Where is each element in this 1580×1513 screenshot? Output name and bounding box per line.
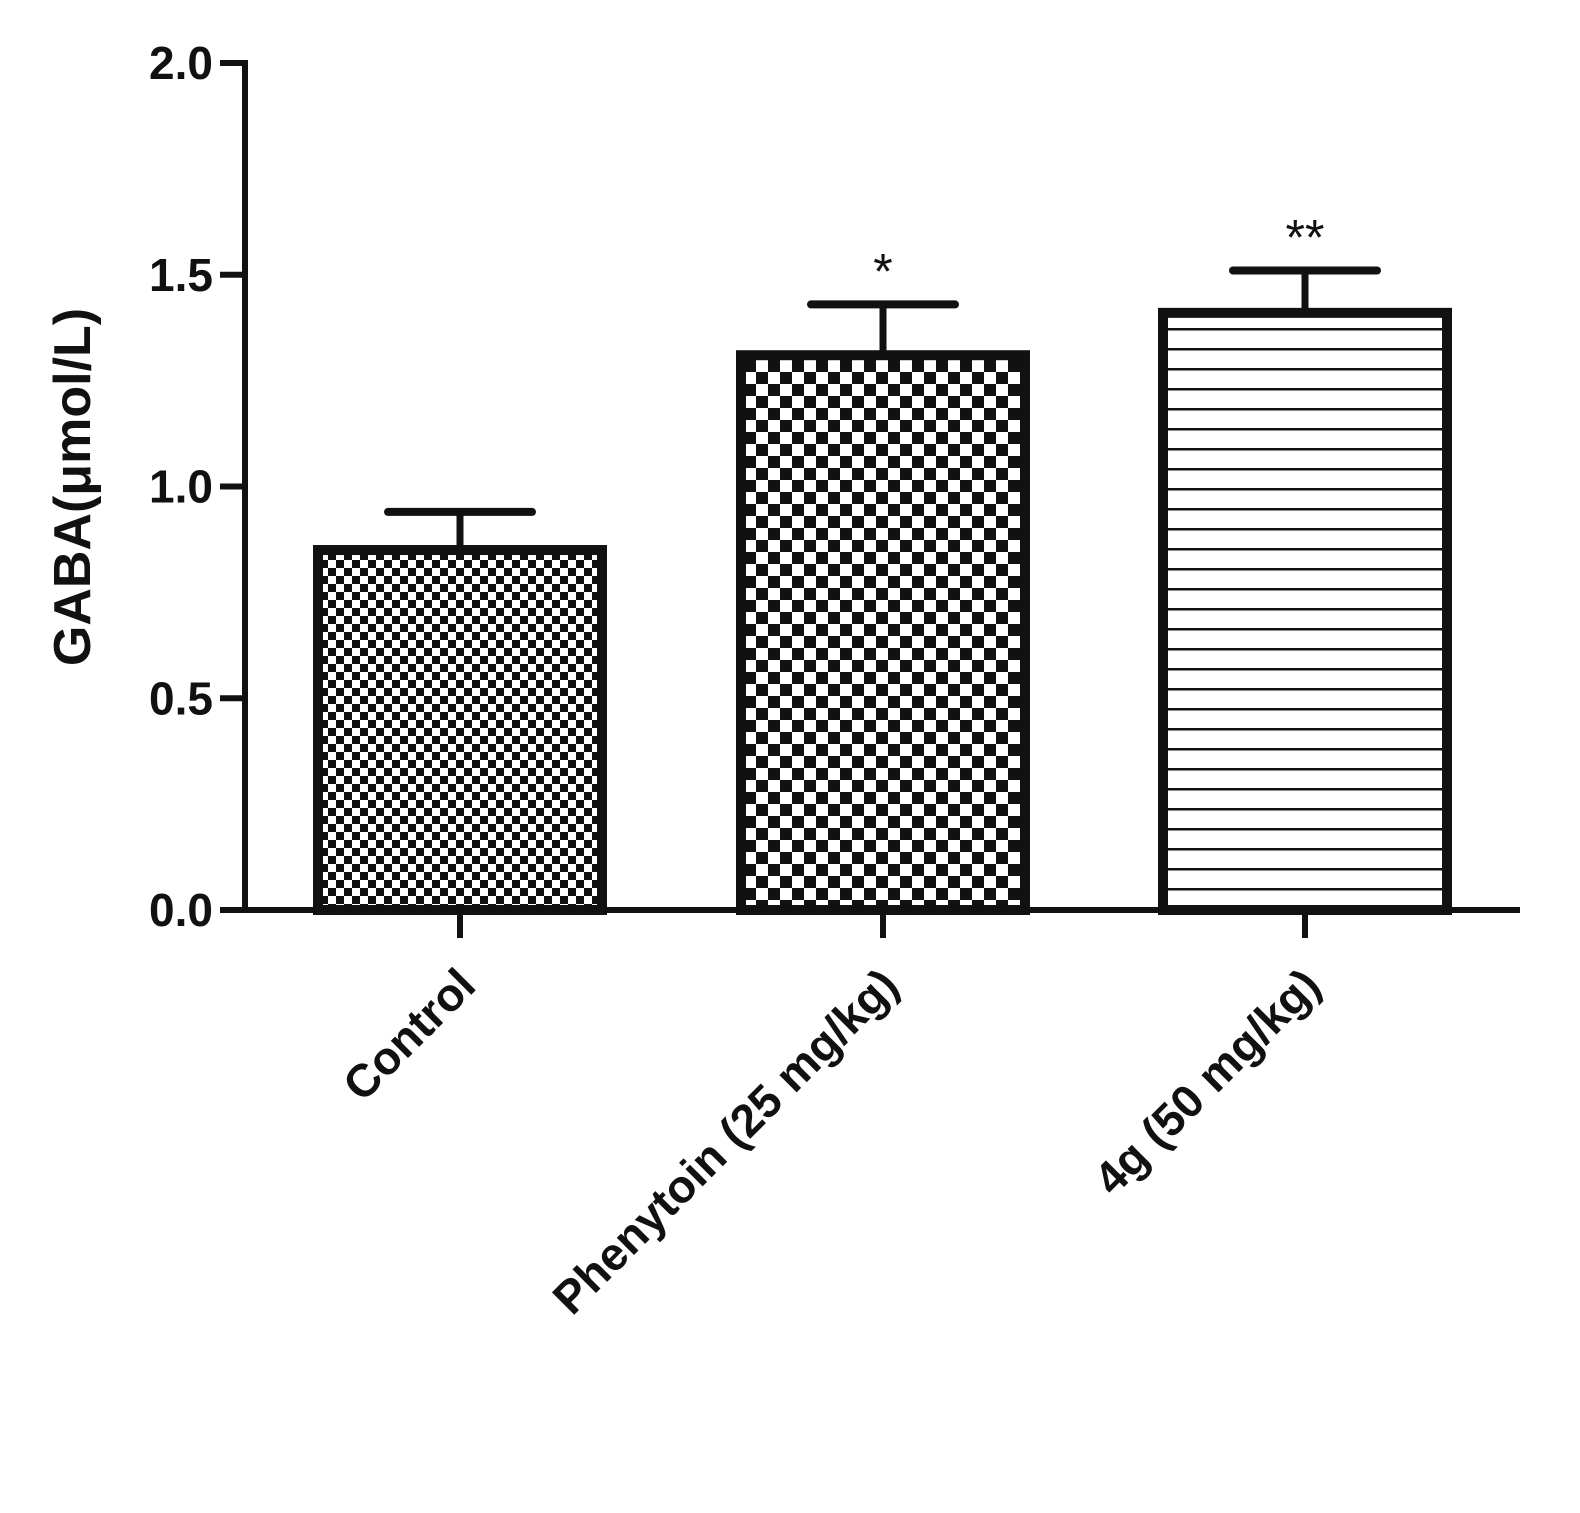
bar [736,350,1030,915]
bar [313,545,607,916]
x-axis: Control Phenytoin (25 mg/kg) 4g (50 mg/kg) [220,907,1520,1324]
significance-markers-layer: *** [873,210,1324,300]
x-category-label: Phenytoin (25 mg/kg) [542,958,908,1324]
error-bars-layer [384,266,1381,551]
y-tick-label: 0.0 [149,884,213,936]
x-category-label: Control [333,958,485,1110]
y-axis-title: GABA(μmol/L) [44,308,102,666]
y-tick-label: 2.0 [149,37,213,89]
x-category-label: 4g (50 mg/kg) [1084,958,1330,1204]
bars-layer [313,307,1452,916]
y-axis-title-group: GABA(μmol/L) [44,308,102,666]
significance-marker: ** [1286,210,1325,266]
y-tick-label: 1.5 [149,249,213,301]
y-tick-label: 0.5 [149,672,213,724]
bar [1158,307,1452,915]
y-axis: 0.0 0.5 1.0 1.5 2.0 [149,37,248,936]
significance-marker: * [873,243,892,299]
y-tick-label: 1.0 [149,461,213,513]
